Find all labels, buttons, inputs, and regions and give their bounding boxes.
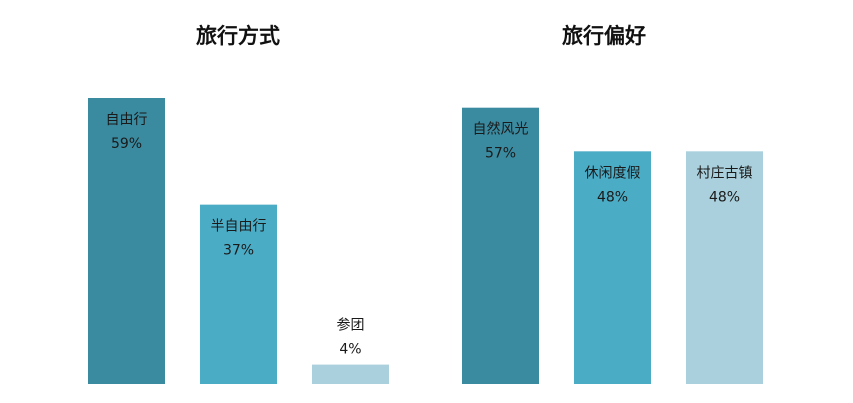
bar-preference-3 bbox=[686, 151, 763, 384]
bar-mode-2 bbox=[200, 204, 277, 384]
bar-value-label: 4% bbox=[339, 342, 361, 358]
bar-mode-3 bbox=[312, 364, 389, 384]
chart-title-travel-preference: 旅行偏好 bbox=[562, 24, 646, 48]
bar-category-label: 自然风光 bbox=[473, 121, 529, 138]
bar-preference-2 bbox=[574, 151, 651, 384]
bar-value-label: 48% bbox=[709, 189, 740, 205]
bar-value-label: 37% bbox=[223, 243, 254, 259]
bar-value-label: 48% bbox=[597, 189, 628, 205]
bar-category-label: 村庄古镇 bbox=[697, 164, 753, 181]
bar-value-label: 59% bbox=[111, 136, 142, 152]
bar-category-label: 休闲度假 bbox=[585, 165, 641, 181]
bar-category-label: 自由行 bbox=[106, 112, 148, 128]
bar-mode-1 bbox=[88, 98, 165, 384]
bar-category-label: 参团 bbox=[337, 317, 365, 334]
bar-preference-1 bbox=[462, 107, 539, 384]
bar-value-label: 57% bbox=[485, 146, 516, 162]
chart-title-travel-mode: 旅行方式 bbox=[196, 24, 280, 48]
bar-category-label: 半自由行 bbox=[211, 219, 267, 235]
